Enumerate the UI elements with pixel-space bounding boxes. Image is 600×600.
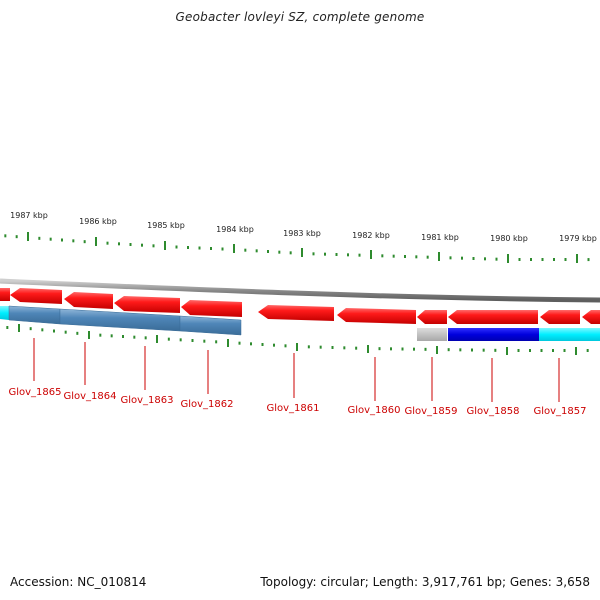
scale-label: 1987 kbp xyxy=(10,211,48,220)
cds-block-cyan-right[interactable] xyxy=(539,328,600,341)
scale-label: 1982 kbp xyxy=(352,231,390,240)
lower-tick-row xyxy=(6,324,589,355)
gene-label-row: Glov_1865 Glov_1864 Glov_1863 Glov_1862 Glov… xyxy=(8,387,586,417)
scale-label: 1979 kbp xyxy=(559,234,597,243)
gene-arrow-glov-1862[interactable] xyxy=(181,300,242,317)
cds-block-gray[interactable] xyxy=(417,328,447,341)
gene-label[interactable]: Glov_1858 xyxy=(466,406,519,417)
cds-block-cyan-left[interactable] xyxy=(0,306,9,320)
gene-label[interactable]: Glov_1862 xyxy=(180,399,233,410)
gene-arrow-glov-1865[interactable] xyxy=(10,288,62,304)
scale-label: 1986 kbp xyxy=(79,217,117,226)
cds-feature-track xyxy=(0,305,600,341)
gene-arrow-glov-1864[interactable] xyxy=(64,292,113,309)
upper-tick-row xyxy=(4,232,590,263)
gene-label[interactable]: Glov_1861 xyxy=(266,403,319,414)
gene-arrow-glov-1858[interactable] xyxy=(448,310,538,324)
gene-arrow-track xyxy=(0,288,600,324)
gene-label[interactable]: Glov_1857 xyxy=(533,406,586,417)
gene-arrow-glov-1856[interactable] xyxy=(582,310,600,324)
scale-label: 1981 kbp xyxy=(421,233,459,242)
scale-label: 1985 kbp xyxy=(147,221,185,230)
cds-block-blue[interactable] xyxy=(448,328,539,341)
gene-arrow-glov-1866[interactable] xyxy=(0,288,10,301)
gene-label[interactable]: Glov_1863 xyxy=(120,395,173,406)
scale-label: 1984 kbp xyxy=(216,225,254,234)
map-title: Geobacter lovleyi SZ, complete genome xyxy=(175,10,425,24)
gene-arrow-glov-1863[interactable] xyxy=(114,296,180,313)
cds-block-steel-3[interactable] xyxy=(179,315,242,336)
scale-label-row: 1987 kbp 1986 kbp 1985 kbp 1984 kbp 1983 kbp… xyxy=(10,211,597,243)
gene-arrow-glov-1857[interactable] xyxy=(540,310,580,324)
gene-label[interactable]: Glov_1860 xyxy=(347,405,400,416)
gene-label-leaders xyxy=(33,338,560,402)
topology-label: Topology: circular; Length: 3,917,761 bp… xyxy=(260,575,590,589)
gene-label[interactable]: Glov_1859 xyxy=(404,406,457,417)
scale-label: 1983 kbp xyxy=(283,229,321,238)
genome-backbone xyxy=(0,278,600,303)
gene-arrow-glov-1860[interactable] xyxy=(337,308,416,324)
cds-block-steel-1[interactable] xyxy=(8,305,61,325)
gene-label[interactable]: Glov_1865 xyxy=(8,387,61,398)
scale-label: 1980 kbp xyxy=(490,234,528,243)
accession-label: Accession: NC_010814 xyxy=(10,575,147,589)
gene-arrow-glov-1861[interactable] xyxy=(258,305,334,321)
gene-label[interactable]: Glov_1864 xyxy=(63,391,116,402)
gene-arrow-glov-1859[interactable] xyxy=(417,310,447,324)
